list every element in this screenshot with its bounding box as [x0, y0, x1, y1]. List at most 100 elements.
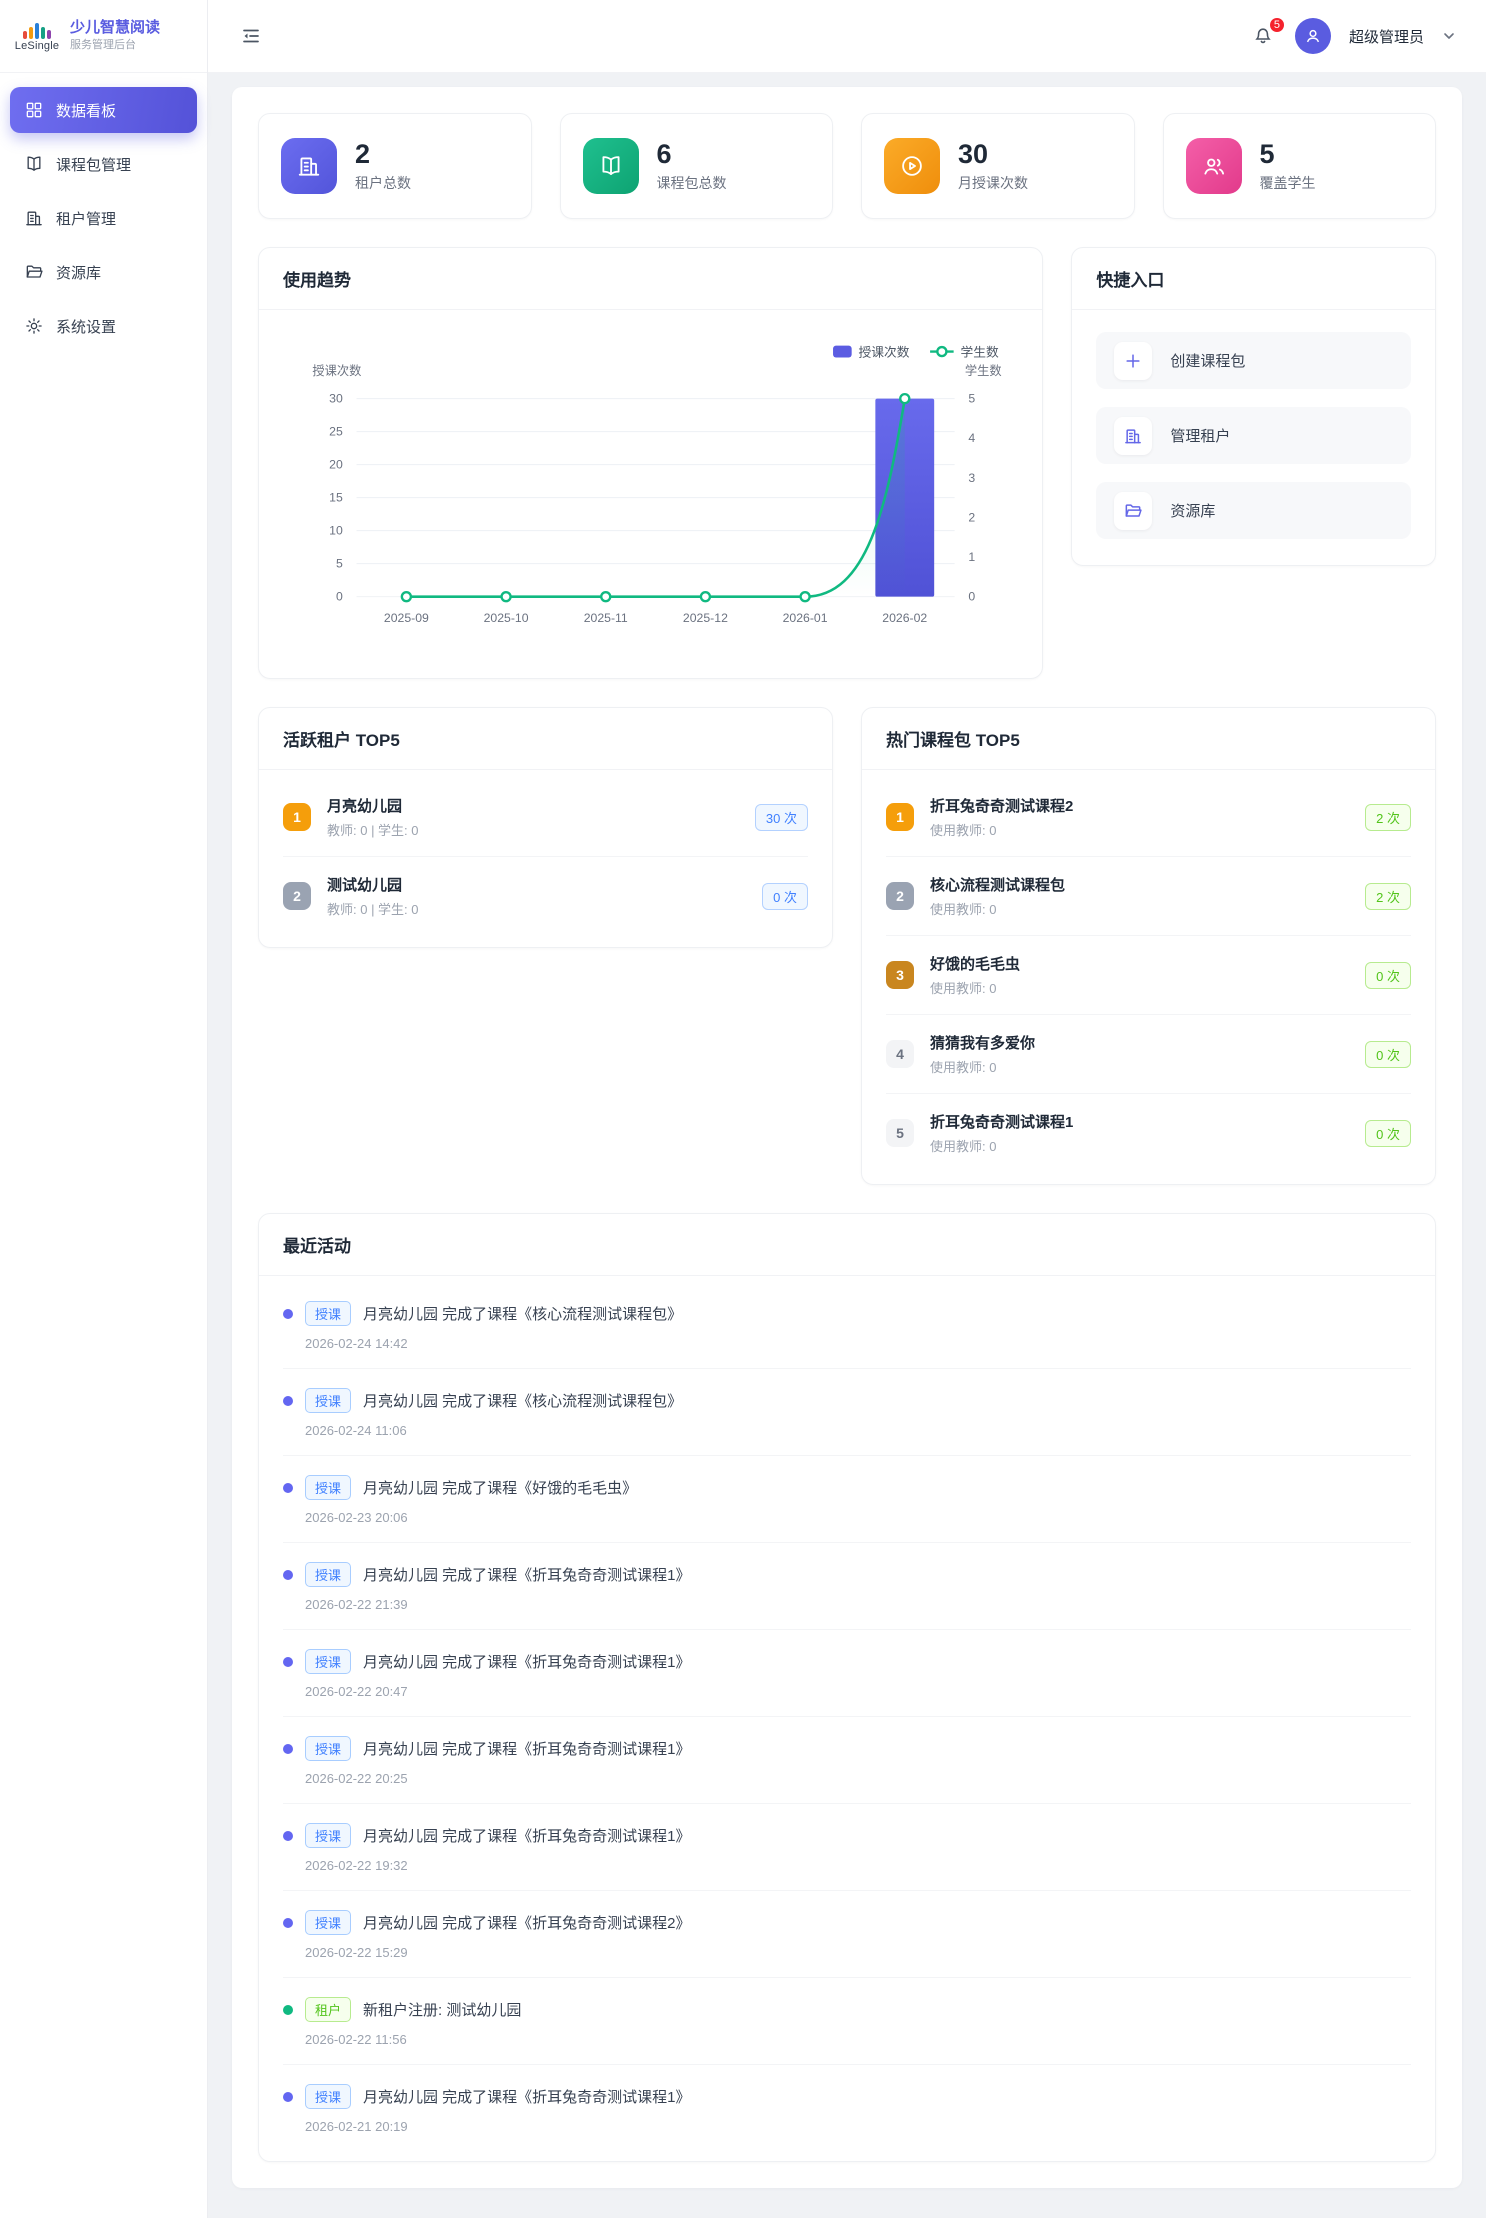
rank-badge: 3 [886, 961, 914, 990]
activity-type-badge: 授课 [305, 1823, 352, 1849]
svg-text:0: 0 [968, 590, 975, 604]
sidebar-item-dashboard[interactable]: 数据看板 [10, 87, 197, 133]
sidebar-item-course-packages[interactable]: 课程包管理 [10, 141, 197, 187]
activity-type-badge: 授课 [305, 1562, 352, 1588]
svg-text:0: 0 [336, 590, 343, 604]
svg-text:授课次数: 授课次数 [312, 363, 361, 378]
package-meta: 使用教师: 0 [930, 1139, 997, 1155]
top5-row: 活跃租户 TOP5 1 月亮幼儿园 教师: 0 | 学生: 0 [258, 707, 1436, 1186]
stat-card-course-packages: 6 课程包总数 [559, 113, 833, 219]
sidebar-item-settings[interactable]: 系统设置 [10, 303, 197, 349]
stat-card-monthly-lessons: 30 月授课次数 [861, 113, 1135, 219]
quick-entry-manage-tenants[interactable]: 管理租户 [1096, 407, 1411, 464]
recent-activity-card: 最近活动 授课 月亮幼儿园 完成了课程《核心流程测试课程包》 202 [258, 1213, 1436, 2163]
user-menu-chevron[interactable] [1442, 29, 1456, 43]
rank-badge: 1 [283, 803, 311, 832]
quick-entry-card: 快捷入口 创建课程包 [1071, 247, 1436, 566]
avatar[interactable] [1294, 18, 1331, 54]
svg-text:20: 20 [329, 458, 343, 472]
activity-type-badge: 租户 [305, 1997, 352, 2023]
avatar-user-icon [1306, 29, 1320, 43]
stat-value: 2 [355, 138, 371, 169]
activity-timestamp: 2026-02-24 11:06 [305, 1423, 407, 1439]
activity-type-badge: 授课 [305, 1388, 352, 1414]
activity-item: 租户 新租户注册: 测试幼儿园 2026-02-22 11:56 [283, 1978, 1411, 2066]
activity-timestamp: 2026-02-22 20:25 [305, 1771, 408, 1787]
package-meta: 使用教师: 0 [930, 902, 997, 918]
activity-dot-icon [283, 2091, 293, 2102]
stat-label: 月授课次数 [958, 175, 1028, 192]
gear-icon [26, 318, 42, 334]
package-list-item[interactable]: 2 核心流程测试课程包 使用教师: 0 2 次 [886, 857, 1411, 937]
activity-item: 授课 月亮幼儿园 完成了课程《折耳兔奇奇测试课程2》 2026-02-22 15… [283, 1891, 1411, 1979]
stat-label: 租户总数 [355, 175, 411, 192]
app-title: 少儿智慧阅读 [70, 19, 161, 37]
package-list-item[interactable]: 4 猜猜我有多爱你 使用教师: 0 0 次 [886, 1015, 1411, 1095]
activity-timestamp: 2026-02-22 21:39 [305, 1597, 408, 1613]
svg-text:5: 5 [968, 392, 975, 406]
package-list-item[interactable]: 1 折耳兔奇奇测试课程2 使用教师: 0 2 次 [886, 778, 1411, 858]
hot-packages-title: 热门课程包 TOP5 [886, 731, 1020, 751]
activity-dot-icon [283, 1830, 293, 1841]
activity-item: 授课 月亮幼儿园 完成了课程《好饿的毛毛虫》 2026-02-23 20:06 [283, 1456, 1411, 1544]
usage-count-badge: 0 次 [1365, 1040, 1411, 1068]
hot-packages-list: 1 折耳兔奇奇测试课程2 使用教师: 0 2 次 2 [862, 770, 1435, 1184]
quick-entry-create-package[interactable]: 创建课程包 [1096, 332, 1411, 389]
main-area: 5 超级管理员 [208, 0, 1486, 2218]
notification-count-badge: 5 [1267, 16, 1286, 34]
activity-item: 授课 月亮幼儿园 完成了课程《折耳兔奇奇测试课程1》 2026-02-21 20… [283, 2065, 1411, 2151]
notifications-button[interactable]: 5 [1251, 16, 1286, 49]
usage-count-badge: 2 次 [1365, 803, 1411, 831]
tenant-meta: 教师: 0 | 学生: 0 [327, 823, 419, 839]
lesson-count-badge: 30 次 [754, 803, 808, 831]
activity-timestamp: 2026-02-21 20:19 [305, 2119, 408, 2135]
package-list-item[interactable]: 5 折耳兔奇奇测试课程1 使用教师: 0 0 次 [886, 1094, 1411, 1172]
quick-entry-resources[interactable]: 资源库 [1096, 482, 1411, 539]
logo-area: LeSingle 少儿智慧阅读 服务管理后台 [0, 0, 207, 73]
usage-trend-chart[interactable]: 0 5 10 15 20 25 30 0 1 2 3 4 5 授课次数 学生数 2025-09 2025-10 2… [259, 310, 1042, 678]
svg-text:15: 15 [329, 491, 343, 505]
hot-packages-card: 热门课程包 TOP5 1 折耳兔奇奇测试课程2 使用教师: 0 [861, 707, 1436, 1186]
sidebar-item-tenants[interactable]: 租户管理 [10, 195, 197, 241]
app-subtitle: 服务管理后台 [70, 39, 136, 52]
activity-dot-icon [283, 2004, 293, 2015]
activity-item: 授课 月亮幼儿园 完成了课程《核心流程测试课程包》 2026-02-24 11:… [283, 1369, 1411, 1457]
usage-trend-card: 使用趋势 0 5 10 15 20 25 30 0 1 2 3 4 5 授课次数 学生数 2025-09 202… [258, 247, 1044, 680]
sidebar: LeSingle 少儿智慧阅读 服务管理后台 数据看板 课程包管理 租户管理 [0, 0, 208, 2218]
activity-item: 授课 月亮幼儿园 完成了课程《折耳兔奇奇测试课程1》 2026-02-22 21… [283, 1543, 1411, 1631]
svg-text:3: 3 [968, 471, 975, 485]
sidebar-item-resources[interactable]: 资源库 [10, 249, 197, 295]
current-user-name[interactable]: 超级管理员 [1348, 28, 1424, 46]
usage-count-badge: 2 次 [1365, 882, 1411, 910]
folder-icon [26, 265, 43, 278]
rank-badge: 2 [886, 882, 914, 911]
svg-text:2025-09: 2025-09 [384, 611, 429, 625]
package-list-item[interactable]: 3 好饿的毛毛虫 使用教师: 0 0 次 [886, 936, 1411, 1016]
activity-dot-icon [283, 1308, 293, 1319]
building-icon [1114, 416, 1153, 455]
header-right: 5 超级管理员 [1251, 16, 1456, 54]
activity-type-badge: 授课 [305, 2084, 352, 2110]
quick-entry-label: 资源库 [1170, 503, 1216, 520]
tenant-list-item[interactable]: 1 月亮幼儿园 教师: 0 | 学生: 0 30 次 [283, 778, 808, 858]
stat-card-covered-students: 5 覆盖学生 [1162, 113, 1436, 219]
svg-text:学生数: 学生数 [960, 344, 998, 359]
activity-timestamp: 2026-02-23 20:06 [305, 1510, 408, 1526]
stat-value: 30 [958, 138, 989, 169]
svg-text:2026-01: 2026-01 [783, 611, 828, 625]
play-circle-icon [884, 138, 940, 194]
activity-item: 授课 月亮幼儿园 完成了课程《折耳兔奇奇测试课程1》 2026-02-22 20… [283, 1717, 1411, 1805]
active-tenants-list: 1 月亮幼儿园 教师: 0 | 学生: 0 30 次 2 [259, 770, 832, 947]
activity-dot-icon [283, 1569, 293, 1580]
activity-dot-icon [283, 1656, 293, 1667]
svg-text:授课次数: 授课次数 [859, 344, 910, 359]
sidebar-collapse-button[interactable] [238, 23, 264, 49]
rank-badge: 1 [886, 803, 914, 832]
menu-fold-icon [243, 29, 259, 43]
stat-cards: 2 租户总数 6 课程包总数 [258, 113, 1436, 219]
svg-text:25: 25 [329, 425, 343, 439]
sidebar-item-label: 数据看板 [56, 102, 117, 120]
tenant-list-item[interactable]: 2 测试幼儿园 教师: 0 | 学生: 0 0 次 [283, 857, 808, 935]
activity-dot-icon [283, 1743, 293, 1754]
